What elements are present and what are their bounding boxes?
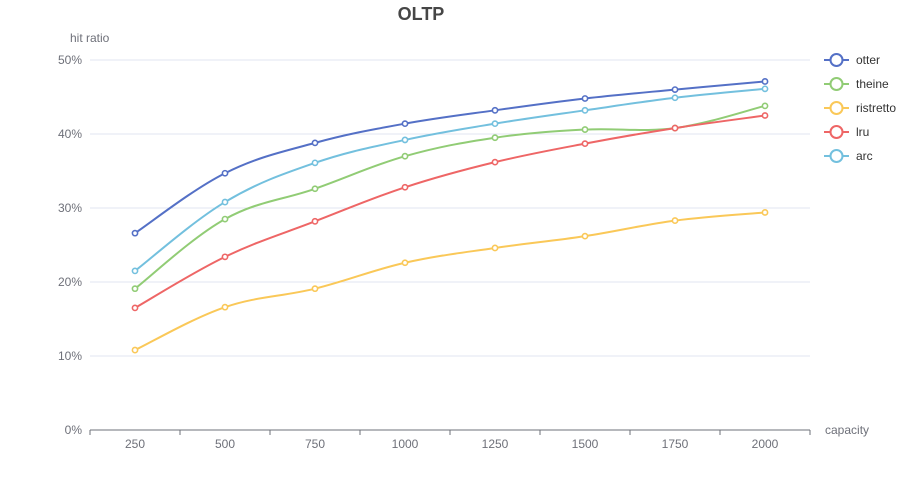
data-point-ristretto-750[interactable] [311,285,319,293]
legend-item-lru[interactable]: lru [824,125,869,139]
series-arc [131,85,769,275]
x-tick-label: 750 [305,437,325,451]
x-tick-label: 2000 [752,437,779,451]
legend-label: otter [856,53,880,67]
y-axis-label: hit ratio [70,31,110,45]
data-point-lru-1000[interactable] [401,183,409,191]
data-point-arc-250[interactable] [131,267,139,275]
data-point-otter-250[interactable] [131,229,139,237]
legend-label: lru [856,125,869,139]
legend-marker-icon [829,101,844,115]
series-line-lru [134,114,766,309]
data-point-arc-1000[interactable] [401,136,409,144]
legend-item-arc[interactable]: arc [824,149,873,163]
data-point-ristretto-1250[interactable] [491,244,499,252]
data-point-theine-1250[interactable] [491,134,499,142]
data-point-otter-1500[interactable] [581,95,589,102]
data-point-lru-250[interactable] [131,304,139,312]
data-point-otter-1000[interactable] [401,120,409,128]
legend-label: theine [856,77,889,91]
data-point-ristretto-2000[interactable] [761,209,769,216]
series-ristretto [131,209,769,354]
data-point-otter-2000[interactable] [761,78,769,85]
data-point-lru-750[interactable] [311,217,319,225]
data-point-theine-1000[interactable] [401,152,409,160]
data-point-arc-1750[interactable] [671,94,679,102]
data-point-theine-500[interactable] [221,215,229,223]
data-point-otter-1750[interactable] [671,86,679,93]
x-axis-label: capacity [825,423,869,437]
y-tick-label: 10% [58,349,82,363]
legend-marker-icon [829,77,844,91]
legend-label: ristretto [856,101,896,115]
y-tick-label: 50% [58,53,82,67]
data-point-arc-750[interactable] [311,159,319,167]
series-otter [131,78,769,237]
x-tick-label: 1750 [662,437,689,451]
legend-item-otter[interactable]: otter [824,53,880,67]
legend-item-ristretto[interactable]: ristretto [824,101,896,115]
data-point-ristretto-250[interactable] [131,346,139,354]
x-tick-label: 1250 [482,437,509,451]
data-point-ristretto-1750[interactable] [671,217,679,224]
data-point-lru-1250[interactable] [491,158,499,166]
data-point-theine-750[interactable] [311,185,319,193]
legend-label: arc [856,149,873,163]
legend-marker-icon [829,125,844,139]
series-line-theine [134,104,766,290]
data-point-ristretto-1000[interactable] [401,259,409,267]
grid-lines [90,59,810,357]
data-point-lru-500[interactable] [221,253,229,261]
data-point-lru-1500[interactable] [581,140,589,148]
y-tick-label: 0% [65,423,83,437]
series-line-otter [134,80,766,235]
series-group [131,78,769,354]
legend-marker-icon [829,149,844,163]
data-point-arc-1250[interactable] [491,120,499,128]
y-tick-label: 20% [58,275,82,289]
data-point-arc-2000[interactable] [761,85,769,93]
y-tick-label: 30% [58,201,82,215]
data-point-theine-1500[interactable] [581,126,589,133]
x-tick-label: 250 [125,437,145,451]
data-point-theine-2000[interactable] [761,102,769,110]
data-point-arc-500[interactable] [221,198,229,206]
data-point-otter-1250[interactable] [491,106,499,114]
data-point-ristretto-1500[interactable] [581,232,589,240]
x-tick-label: 500 [215,437,235,451]
data-point-otter-750[interactable] [311,139,319,147]
legend-item-theine[interactable]: theine [824,77,889,91]
data-point-theine-250[interactable] [131,285,139,293]
y-tick-label: 40% [58,127,82,141]
legend-marker-icon [829,53,844,67]
data-point-otter-500[interactable] [221,169,229,177]
chart-title: OLTP [398,4,445,24]
legend[interactable]: otter theine ristretto lru arc [824,53,896,163]
series-line-ristretto [134,211,766,352]
series-lru [131,112,769,312]
data-point-lru-2000[interactable] [761,112,769,119]
data-point-lru-1750[interactable] [671,124,679,132]
axes: 0% 10% 20% 30% 40% 50% 250 500 750 1000 1250 1500 17… [58,53,811,451]
x-tick-label: 1000 [392,437,419,451]
x-tick-label: 1500 [572,437,599,451]
data-point-arc-1500[interactable] [581,106,589,114]
data-point-ristretto-500[interactable] [221,303,229,311]
